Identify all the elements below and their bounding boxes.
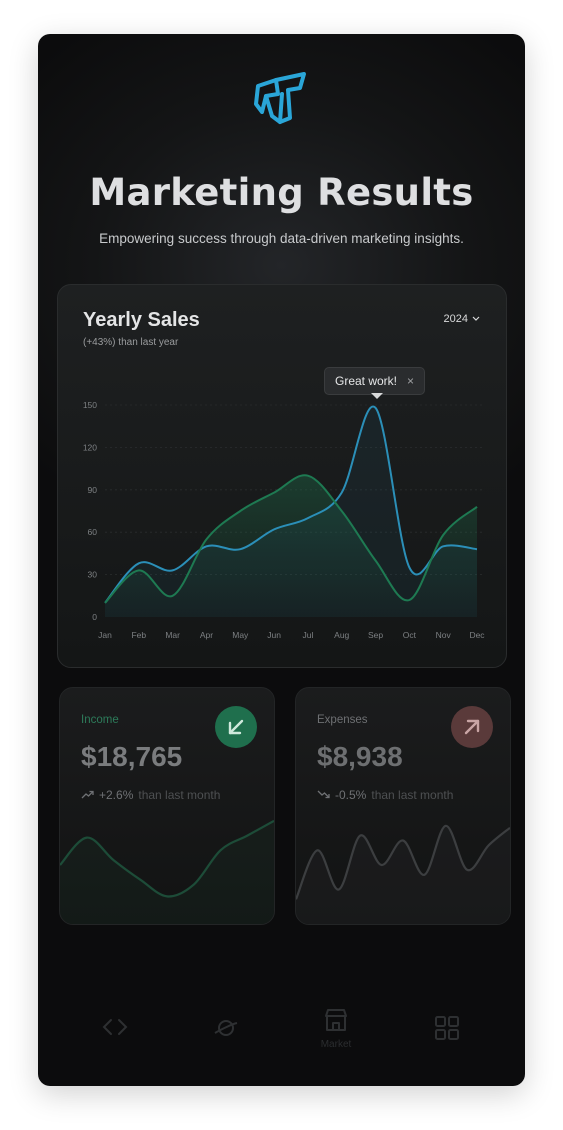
tooltip-text: Great work! bbox=[335, 374, 398, 388]
y-tick-label: 0 bbox=[92, 612, 97, 622]
y-tick-label: 90 bbox=[88, 485, 98, 495]
tooltip-pointer bbox=[371, 393, 383, 399]
income-label: Income bbox=[81, 714, 119, 726]
x-tick-label: Oct bbox=[403, 630, 417, 640]
x-tick-label: Sep bbox=[368, 630, 383, 640]
y-tick-label: 60 bbox=[88, 527, 98, 537]
brand-logo bbox=[252, 72, 310, 128]
y-tick-label: 120 bbox=[83, 442, 97, 452]
sparkline-area bbox=[296, 825, 510, 924]
nav-item-code[interactable] bbox=[93, 1016, 137, 1056]
nav-item-grid[interactable] bbox=[425, 1016, 469, 1056]
income-sparkline bbox=[60, 819, 274, 924]
page-subtitle: Empowering success through data-driven m… bbox=[99, 231, 464, 246]
year-value: 2024 bbox=[443, 313, 468, 325]
trend-up-icon bbox=[81, 788, 94, 802]
yearly-sales-card: 0 30 60 90 120 150 Jan Feb Mar Apr May Jun Jul Aug Sep… bbox=[57, 284, 507, 668]
series-area bbox=[105, 475, 477, 617]
income-delta: +2.6% than last month bbox=[81, 788, 220, 802]
page-title: Marketing Results bbox=[89, 171, 474, 214]
series-area bbox=[105, 406, 477, 617]
sparkline-line bbox=[296, 824, 510, 900]
y-tick-label: 30 bbox=[88, 570, 98, 580]
income-card[interactable]: Income $18,765 +2.6% than last month bbox=[59, 687, 275, 925]
close-icon[interactable]: × bbox=[407, 374, 415, 388]
expenses-card[interactable]: Expenses $8,938 -0.5% than last month bbox=[295, 687, 511, 925]
x-tick-label: Mar bbox=[165, 630, 180, 640]
series-line bbox=[104, 474, 478, 604]
expenses-label: Expenses bbox=[317, 714, 368, 726]
expenses-delta-text: than last month bbox=[371, 788, 454, 802]
card-title: Yearly Sales bbox=[83, 309, 200, 331]
sparkline-area bbox=[60, 820, 274, 924]
grid-icon bbox=[434, 1016, 460, 1045]
income-delta-text: than last month bbox=[138, 788, 221, 802]
x-tick-label: Nov bbox=[436, 630, 452, 640]
chevron-down-icon bbox=[472, 313, 480, 325]
trend-down-icon bbox=[317, 788, 330, 802]
expenses-delta: -0.5% than last month bbox=[317, 788, 453, 802]
arrow-down-left-icon bbox=[215, 706, 257, 748]
x-tick-label: Dec bbox=[469, 630, 485, 640]
x-tick-label: Jun bbox=[267, 630, 281, 640]
income-amount: $18,765 bbox=[81, 741, 183, 772]
x-tick-label: Aug bbox=[334, 630, 349, 640]
income-delta-value: +2.6% bbox=[99, 788, 134, 802]
nav-label-market: Market bbox=[320, 1039, 352, 1050]
expenses-amount: $8,938 bbox=[317, 741, 403, 772]
nav-item-planet[interactable] bbox=[204, 1016, 248, 1056]
year-dropdown[interactable]: 2024 bbox=[444, 313, 480, 325]
sparkline-line bbox=[60, 819, 274, 898]
arrow-up-right-icon bbox=[451, 706, 493, 748]
x-tick-label: Apr bbox=[200, 630, 213, 640]
expenses-delta-value: -0.5% bbox=[335, 788, 367, 802]
code-icon bbox=[100, 1016, 130, 1043]
x-tick-label: Jul bbox=[302, 630, 313, 640]
sales-chart: 0 30 60 90 120 150 Jan Feb Mar Apr May Jun Jul Aug Sep… bbox=[83, 400, 485, 640]
planet-icon bbox=[212, 1016, 240, 1045]
store-icon bbox=[323, 1008, 349, 1037]
phone-screen: Marketing Results Empowering success thr… bbox=[38, 34, 525, 1086]
series-line bbox=[104, 405, 478, 604]
x-tick-label: May bbox=[232, 630, 249, 640]
x-tick-label: Feb bbox=[131, 630, 146, 640]
chart-tooltip: Great work! × bbox=[324, 367, 426, 395]
expenses-sparkline bbox=[296, 824, 510, 924]
card-subtitle: (+43%) than last year bbox=[83, 337, 179, 348]
nav-item-market[interactable]: Market bbox=[314, 1008, 358, 1050]
bottom-nav: Market bbox=[38, 1004, 525, 1064]
x-tick-label: Jan bbox=[98, 630, 112, 640]
y-tick-label: 150 bbox=[83, 400, 97, 410]
